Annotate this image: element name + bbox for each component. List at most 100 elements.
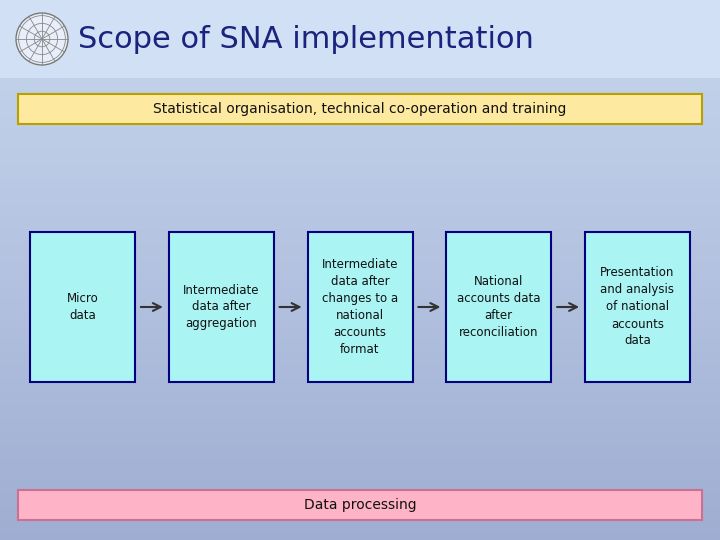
Bar: [0, 1, 720, 4]
Bar: [0, 221, 720, 223]
Bar: [0, 394, 720, 396]
Bar: [0, 379, 720, 382]
Bar: [0, 347, 720, 349]
Bar: [0, 392, 720, 394]
Bar: [18, 94, 702, 124]
Bar: [0, 242, 720, 245]
Bar: [0, 333, 720, 335]
Bar: [0, 374, 720, 376]
Bar: [0, 345, 720, 347]
Bar: [0, 525, 720, 528]
Bar: [0, 460, 720, 463]
Bar: [0, 217, 720, 220]
Bar: [0, 25, 720, 27]
Bar: [0, 190, 720, 193]
Bar: [0, 41, 720, 43]
Bar: [0, 117, 720, 119]
Bar: [0, 59, 720, 61]
Bar: [446, 232, 552, 382]
Bar: [0, 0, 720, 78]
Bar: [0, 215, 720, 218]
Bar: [0, 23, 720, 25]
Bar: [0, 487, 720, 490]
Bar: [0, 201, 720, 204]
Bar: [0, 179, 720, 182]
Bar: [0, 208, 720, 211]
Bar: [0, 44, 720, 47]
Bar: [0, 476, 720, 479]
Bar: [0, 268, 720, 270]
Bar: [0, 241, 720, 243]
Bar: [0, 185, 720, 187]
Bar: [0, 455, 720, 457]
Bar: [0, 516, 720, 518]
Bar: [0, 376, 720, 378]
Bar: [0, 228, 720, 231]
Bar: [0, 77, 720, 79]
Bar: [0, 428, 720, 430]
Bar: [0, 361, 720, 363]
Bar: [0, 57, 720, 59]
Bar: [0, 441, 720, 443]
Bar: [0, 87, 720, 90]
Bar: [0, 140, 720, 142]
Bar: [0, 383, 720, 385]
Bar: [0, 302, 720, 304]
Bar: [0, 151, 720, 153]
Bar: [0, 538, 720, 540]
Bar: [0, 257, 720, 259]
Text: Intermediate
data after
aggregation: Intermediate data after aggregation: [183, 284, 259, 330]
Bar: [0, 273, 720, 275]
Bar: [0, 492, 720, 495]
Text: Presentation
and analysis
of national
accounts
data: Presentation and analysis of national ac…: [600, 267, 675, 348]
Bar: [0, 114, 720, 117]
Bar: [0, 289, 720, 292]
Bar: [0, 469, 720, 471]
Bar: [0, 93, 720, 96]
Bar: [0, 422, 720, 425]
Bar: [0, 482, 720, 484]
Bar: [0, 212, 720, 214]
Bar: [0, 417, 720, 420]
Bar: [0, 171, 720, 173]
Bar: [0, 195, 720, 198]
Bar: [0, 70, 720, 72]
Bar: [0, 446, 720, 448]
Bar: [0, 98, 720, 101]
Bar: [0, 500, 720, 502]
Bar: [0, 529, 720, 531]
Bar: [0, 421, 720, 423]
Bar: [0, 314, 720, 317]
Bar: [0, 453, 720, 455]
Bar: [0, 475, 720, 477]
Bar: [0, 275, 720, 277]
Bar: [0, 249, 720, 252]
Bar: [0, 210, 720, 212]
Bar: [0, 259, 720, 261]
Bar: [0, 222, 720, 225]
Bar: [0, 156, 720, 158]
Bar: [0, 75, 720, 77]
Bar: [0, 311, 720, 313]
Bar: [0, 295, 720, 297]
Bar: [0, 284, 720, 286]
Bar: [0, 9, 720, 11]
Bar: [0, 330, 720, 333]
Text: Micro
data: Micro data: [67, 292, 99, 322]
Bar: [0, 235, 720, 238]
Bar: [0, 136, 720, 139]
Bar: [0, 269, 720, 272]
Bar: [0, 341, 720, 344]
Bar: [0, 0, 720, 2]
Bar: [0, 279, 720, 281]
Bar: [0, 403, 720, 405]
Bar: [0, 489, 720, 491]
Bar: [0, 50, 720, 52]
Bar: [0, 37, 720, 39]
Bar: [307, 232, 413, 382]
Bar: [0, 91, 720, 93]
Bar: [0, 473, 720, 475]
Bar: [0, 10, 720, 12]
Bar: [0, 457, 720, 459]
Bar: [0, 138, 720, 140]
